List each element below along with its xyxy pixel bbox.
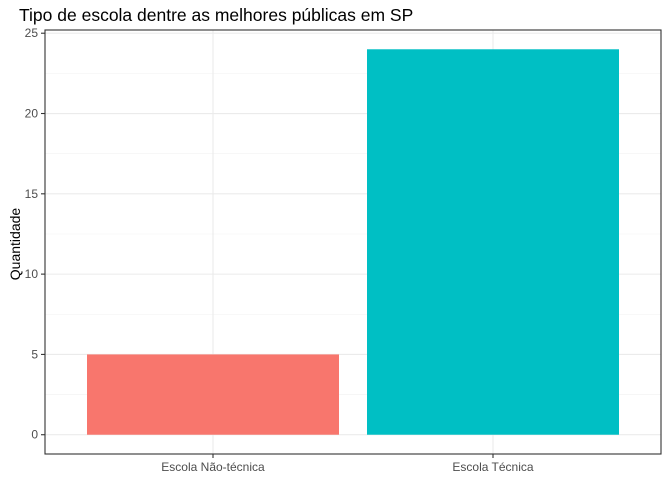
y-tick-label: 10 (25, 267, 39, 281)
panel-border (44, 29, 662, 455)
y-tick-label: 20 (25, 107, 39, 121)
y-axis-ticks: 0 5 10 15 20 25 (25, 26, 45, 442)
y-tick-label: 0 (31, 428, 38, 442)
bar-2 (367, 49, 619, 435)
x-tick-label: Escola Não-técnica (161, 460, 265, 474)
x-tick-label: Escola Técnica (452, 460, 533, 474)
bars (87, 49, 619, 435)
bar-1 (87, 354, 339, 435)
chart-title: Tipo de escola dentre as melhores públic… (19, 5, 413, 25)
y-axis-title: Quantidade (7, 208, 23, 281)
x-axis-ticks: Escola Não-técnica Escola Técnica (161, 454, 534, 474)
y-tick-label: 25 (25, 26, 39, 40)
y-tick-label: 5 (31, 347, 38, 361)
y-tick-label: 15 (25, 187, 39, 201)
